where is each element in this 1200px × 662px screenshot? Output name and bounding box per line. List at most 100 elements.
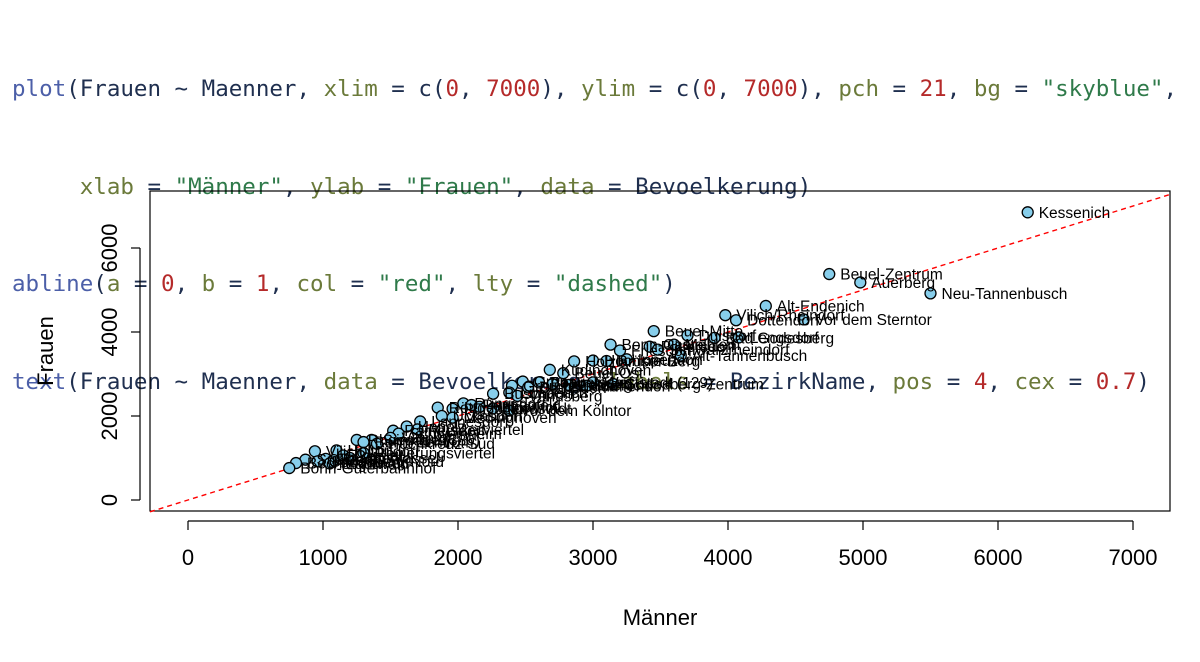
- code-line: plot(Frauen ~ Maenner, xlim = c(0, 7000)…: [12, 73, 1177, 106]
- code-token: = Bevoelkerung): [594, 173, 812, 200]
- point-label: Geislar: [354, 448, 403, 465]
- point-label: Bonn-Castell: [622, 337, 711, 354]
- point-label: Neu-Tannenbusch: [942, 286, 1068, 303]
- code-token: (Frauen ~ Maenner,: [66, 368, 324, 395]
- point-label: Godesberg-Nord: [329, 454, 444, 471]
- point-label: Hoholz: [418, 419, 466, 436]
- point-label: Gronau: [534, 374, 586, 391]
- point-label: Kessenich: [1039, 205, 1111, 222]
- code-token: a: [106, 271, 121, 297]
- point-label: Beuel-Mitte: [665, 324, 743, 341]
- data-point: [580, 379, 593, 392]
- point-label: Pennenfeld: [483, 398, 561, 415]
- point-label: Bechlinghoven: [307, 456, 409, 473]
- x-tick-label: 6000: [974, 545, 1023, 570]
- point-label: Nordstadt: [504, 401, 572, 418]
- point-label: Ramersdorf: [404, 423, 486, 440]
- data-point: [562, 378, 575, 392]
- code-token: = c(: [635, 76, 703, 102]
- code-token: = c(: [377, 76, 446, 102]
- code-token: pch: [838, 76, 879, 102]
- data-point: [503, 404, 516, 417]
- point-label: Vor dem Sterntor: [815, 312, 932, 329]
- code-token: b: [201, 271, 216, 297]
- point-label: Weststadt (129): [604, 375, 713, 392]
- code-token: ylim: [580, 76, 636, 102]
- data-point: [446, 411, 459, 424]
- point-label: Lessenich: [580, 377, 650, 394]
- point-label: Ückesdorf: [453, 408, 523, 426]
- point-label: Stadtwald: [341, 456, 409, 473]
- point-label: Rüngsdorf: [474, 396, 546, 413]
- point-label: Lengsdorf: [750, 330, 820, 347]
- code-token: =: [1055, 368, 1096, 395]
- y-tick-label: 6000: [97, 224, 122, 273]
- data-point: [708, 331, 721, 345]
- point-label: Godesberg-Zentrum: [624, 377, 764, 394]
- code-token: =: [879, 76, 920, 102]
- code-token: 0.7: [1095, 368, 1137, 395]
- code-token: =: [337, 271, 378, 297]
- plot-frame: [149, 190, 1171, 512]
- point-label: Dottendorf: [747, 313, 820, 330]
- point-label: Bonn-Süd: [345, 453, 414, 470]
- data-point: [719, 309, 732, 322]
- point-label: Hochkreuz-Süd: [388, 436, 495, 453]
- data-point: [647, 325, 660, 338]
- x-axis-title: Männer: [623, 605, 698, 630]
- code-token: 0: [161, 271, 175, 297]
- point-label: Vilich/Rheindorf: [736, 308, 845, 325]
- code-token: labels: [608, 368, 690, 395]
- point-label: Südstadt: [316, 452, 378, 469]
- x-tick-label: 2000: [434, 545, 483, 570]
- code-token: ylab: [310, 173, 365, 200]
- code-token: =: [933, 368, 974, 395]
- data-point: [283, 461, 296, 475]
- point-label: Lannesdorf: [431, 414, 509, 431]
- data-point: [486, 387, 500, 400]
- code-token: ,: [459, 76, 487, 102]
- point-label: Dransdorf: [539, 380, 608, 397]
- data-point: [311, 455, 324, 468]
- code-token: "skyblue": [1041, 76, 1164, 102]
- code-token: 1: [255, 271, 270, 297]
- y-tick-label: 2000: [97, 392, 122, 441]
- code-token: ,: [282, 173, 311, 200]
- point-label: Friesdorf: [631, 343, 693, 360]
- code-token: "Frauen": [404, 173, 514, 200]
- code-token: =: [513, 271, 554, 297]
- code-token: "Männer": [174, 173, 283, 200]
- x-tick-label: 0: [182, 545, 194, 570]
- code-token: 7000: [743, 76, 798, 102]
- code-token: =: [1000, 76, 1042, 102]
- code-token: ,: [513, 173, 541, 200]
- x-tick-label: 3000: [569, 545, 618, 570]
- code-token: ),: [540, 76, 581, 102]
- point-label: Venusberg: [528, 388, 602, 405]
- code-token: col: [296, 271, 338, 297]
- code-token: data: [540, 173, 595, 200]
- data-points: [283, 206, 1034, 475]
- data-point: [600, 354, 613, 368]
- code-token: =: [215, 271, 256, 297]
- data-point: [557, 367, 570, 380]
- point-label: Alt-Tannenbusch: [692, 348, 807, 365]
- code-token: ): [662, 271, 676, 297]
- code-token: ,: [946, 76, 974, 102]
- code-token: data: [323, 368, 378, 395]
- data-point: [924, 287, 937, 300]
- point-label: Schweinheim: [410, 426, 502, 443]
- point-label: Hardtberg: [564, 377, 633, 394]
- data-point: [411, 423, 424, 436]
- data-point: [522, 381, 535, 394]
- point-label: Bonn-Güterbahnhof: [300, 461, 437, 478]
- point-label: Mehlem: [685, 337, 740, 354]
- data-point: [370, 437, 384, 450]
- code-token: =: [120, 271, 162, 297]
- point-label: Brüser Berg: [618, 353, 701, 370]
- code-token: 0: [445, 76, 460, 102]
- data-point: [729, 314, 743, 327]
- code-token: ): [1136, 368, 1150, 395]
